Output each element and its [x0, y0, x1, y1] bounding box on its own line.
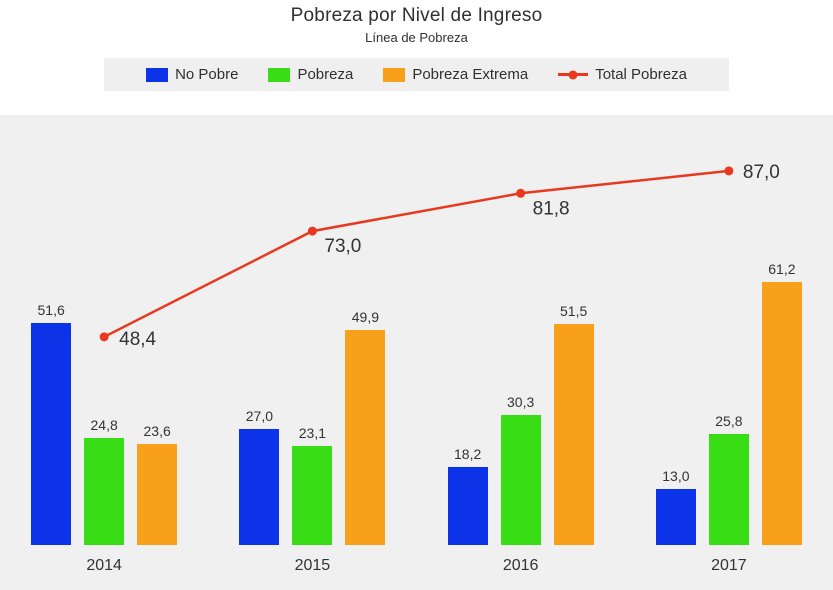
legend-label: No Pobre — [175, 66, 239, 83]
legend-color-swatch — [146, 67, 169, 82]
bar-value-label: 25,8 — [715, 413, 743, 430]
line-value-label: 73,0 — [324, 236, 361, 257]
plot-area: 51,6 24,8 23,6 2014 27,0 23,1 49,9 2015 18,2 30,3… — [0, 115, 833, 590]
line-value-label: 87,0 — [743, 162, 780, 183]
bar-pobreza-extrema — [345, 330, 386, 545]
legend-color-swatch — [383, 67, 406, 82]
bar-no-pobre — [655, 489, 696, 545]
bar-value-label: 13,0 — [662, 468, 690, 485]
bar-pobreza — [84, 438, 125, 545]
legend-label: Pobreza Extrema — [412, 66, 529, 83]
legend-line-swatch — [558, 70, 589, 79]
bar-value-label: 49,9 — [351, 309, 379, 326]
line-point — [724, 166, 734, 176]
bar-value-label: 23,1 — [298, 424, 326, 441]
bar-value-label: 18,2 — [454, 445, 482, 462]
chart-title: Pobreza por Nivel de Ingreso — [290, 5, 543, 26]
bar-value-label: 51,6 — [37, 302, 65, 319]
line-value-label: 48,4 — [119, 329, 156, 350]
bar-no-pobre — [31, 323, 72, 545]
bar-no-pobre — [447, 466, 488, 545]
chart-subtitle: Línea de Pobreza — [365, 30, 468, 45]
bar-value-label: 30,3 — [507, 393, 535, 410]
bar-pobreza — [292, 445, 333, 545]
x-axis-label: 2017 — [711, 557, 747, 574]
bar-value-label: 24,8 — [90, 417, 118, 434]
legend-line-dot — [568, 70, 578, 79]
x-axis-label: 2016 — [502, 557, 539, 574]
bar-no-pobre — [239, 428, 280, 545]
line-path — [103, 169, 730, 338]
x-axis-label: 2014 — [86, 557, 122, 574]
line-point — [516, 188, 526, 198]
legend-item-pobreza-extrema[interactable]: Pobreza Extrema — [383, 66, 528, 83]
legend-color-swatch — [268, 67, 291, 82]
line-value-label: 81,8 — [533, 198, 570, 219]
bar-value-label: 61,2 — [768, 260, 796, 277]
bar-value-label: 51,5 — [560, 302, 588, 319]
legend: No Pobre Pobreza Pobreza Extrema Total Pobr… — [0, 58, 833, 91]
bar-pobreza — [500, 414, 541, 545]
x-axis-label: 2015 — [294, 557, 331, 574]
line-point — [307, 226, 317, 236]
legend-label: Pobreza — [297, 66, 354, 83]
bar-value-label: 27,0 — [245, 407, 273, 424]
legend-box: No Pobre Pobreza Pobreza Extrema Total Pobr… — [104, 58, 729, 91]
legend-item-total-pobreza[interactable]: Total Pobreza — [558, 66, 687, 83]
bar-pobreza-extrema — [553, 323, 594, 545]
legend-item-pobreza[interactable]: Pobreza — [268, 66, 353, 83]
bar-pobreza-extrema — [761, 281, 802, 545]
bar-pobreza-extrema — [137, 443, 178, 545]
legend-item-no-pobre[interactable]: No Pobre — [146, 66, 238, 83]
line-point — [99, 332, 109, 342]
legend-label: Total Pobreza — [595, 66, 687, 83]
bar-value-label: 23,6 — [143, 422, 171, 439]
bar-pobreza — [708, 434, 749, 545]
